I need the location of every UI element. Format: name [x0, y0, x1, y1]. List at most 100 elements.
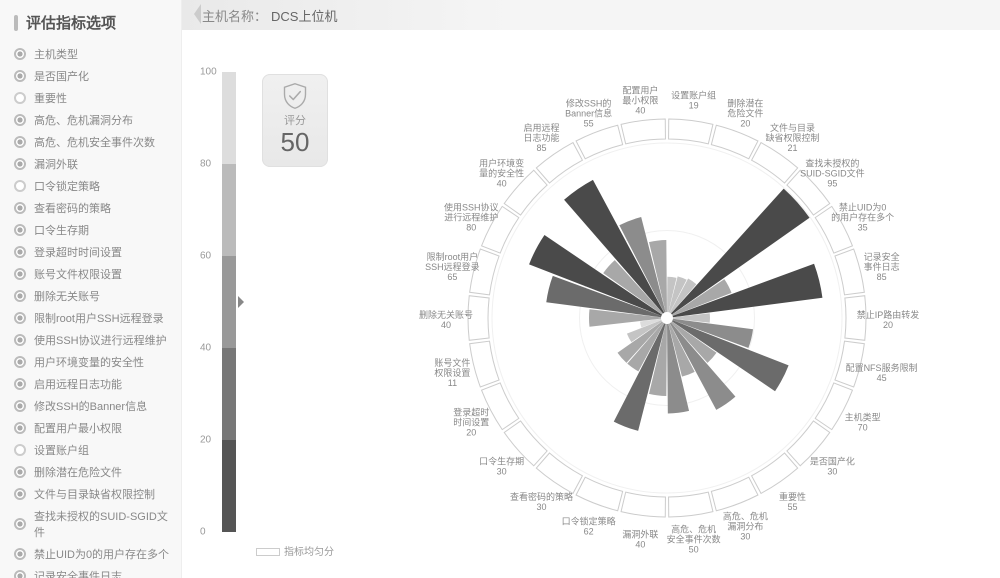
sidebar-item[interactable]: 查找未授权的SUID-SGID文件: [14, 505, 171, 543]
outer-tick: [536, 453, 582, 493]
sidebar-item-label: 是否国产化: [34, 68, 89, 84]
sidebar-title: 评估指标选项: [14, 12, 171, 33]
sidebar-item[interactable]: 口令锁定策略: [14, 175, 171, 197]
legend-label: 指标均匀分: [284, 547, 334, 558]
scale-tick-label: 20: [200, 435, 211, 446]
sidebar-item[interactable]: 登录超时时间设置: [14, 241, 171, 263]
sidebar-item[interactable]: 使用SSH协议进行远程维护: [14, 329, 171, 351]
sidebar-item[interactable]: 重要性: [14, 87, 171, 109]
main-panel: 主机名称： DCS上位机 020406080100 评分 50 指标均匀分: [182, 0, 1000, 578]
petal-label: 安全事件次数: [667, 533, 721, 544]
petal-label: 重要性: [779, 491, 806, 502]
petal-value: 19: [689, 101, 699, 111]
sidebar-item-label: 重要性: [34, 90, 67, 106]
radio-icon: [14, 180, 26, 192]
sidebar-item-label: 口令生存期: [34, 222, 89, 238]
petal-label: 危险文件: [727, 107, 763, 118]
radio-icon: [14, 48, 26, 60]
petal-value: 40: [441, 320, 451, 330]
radio-icon: [14, 92, 26, 104]
petal-label: 登录超时: [453, 407, 489, 418]
sidebar: 评估指标选项 主机类型是否国产化重要性高危、危机漏洞分布高危、危机安全事件次数漏…: [0, 0, 182, 578]
sidebar-item-label: 登录超时时间设置: [34, 244, 122, 260]
scale-tick-label: 0: [200, 527, 206, 538]
sidebar-item[interactable]: 删除潜在危险文件: [14, 461, 171, 483]
grade-scale-ticks: 020406080100: [200, 72, 220, 532]
sidebar-item-label: 文件与目录缺省权限控制: [34, 486, 155, 502]
radio-icon: [14, 444, 26, 456]
petal-label: 限制root用户: [427, 251, 479, 262]
sidebar-item[interactable]: 口令生存期: [14, 219, 171, 241]
sidebar-item-label: 漏洞外联: [34, 156, 78, 172]
petal-label: 删除无关账号: [419, 309, 473, 320]
scale-segment: [222, 256, 236, 348]
sidebar-item-label: 账号文件权限设置: [34, 266, 122, 282]
sidebar-item-label: 限制root用户SSH远程登录: [34, 310, 164, 326]
sidebar-item[interactable]: 记录安全事件日志: [14, 565, 171, 578]
scale-segment: [222, 72, 236, 164]
sidebar-item[interactable]: 限制root用户SSH远程登录: [14, 307, 171, 329]
petal-value: 40: [497, 178, 507, 188]
petal-label: SUID-SGID文件: [800, 167, 865, 178]
sidebar-item[interactable]: 主机类型: [14, 43, 171, 65]
petal-value: 30: [497, 467, 507, 477]
radio-icon: [14, 268, 26, 280]
sidebar-item[interactable]: 文件与目录缺省权限控制: [14, 483, 171, 505]
sidebar-item[interactable]: 用户环境变量的安全性: [14, 351, 171, 373]
radio-icon: [14, 70, 26, 82]
sidebar-title-text: 评估指标选项: [26, 12, 116, 33]
radio-icon: [14, 136, 26, 148]
outer-tick: [576, 477, 623, 511]
radio-icon: [14, 334, 26, 346]
sidebar-item[interactable]: 是否国产化: [14, 65, 171, 87]
header-value: DCS上位机: [271, 6, 337, 25]
rose-chart: 设置账户组19删除潜在危险文件20文件与目录缺省权限控制21查找未授权的SUID…: [382, 38, 952, 578]
radio-icon: [14, 378, 26, 390]
petal-value: 11: [448, 378, 457, 388]
sidebar-item-label: 口令锁定策略: [34, 178, 100, 194]
sidebar-item[interactable]: 高危、危机漏洞分布: [14, 109, 171, 131]
scale-tick-label: 100: [200, 67, 217, 78]
petal-value: 50: [689, 544, 699, 554]
header-bar: 主机名称： DCS上位机: [182, 0, 1000, 30]
radio-icon: [14, 312, 26, 324]
outer-tick: [711, 477, 758, 511]
petal-label: 禁止IP路由转发: [857, 309, 920, 320]
radio-icon: [14, 290, 26, 302]
petal-value: 40: [635, 106, 645, 116]
petal-label: 权限设置: [434, 367, 470, 378]
scale-segment: [222, 440, 236, 532]
sidebar-item-label: 查看密码的策略: [34, 200, 111, 216]
radio-icon: [14, 518, 26, 530]
petal-label: 进行远程维护: [444, 211, 498, 222]
petal-value: 20: [466, 428, 476, 438]
sidebar-item[interactable]: 修改SSH的Banner信息: [14, 395, 171, 417]
outer-tick: [711, 125, 758, 159]
radio-icon: [14, 356, 26, 368]
petal-label: 高危、危机: [723, 511, 768, 522]
petal-label: 缺省权限控制: [766, 132, 820, 143]
petal-label: 文件与目录: [770, 122, 815, 133]
score-label: 评分: [262, 112, 328, 128]
sidebar-item[interactable]: 高危、危机安全事件次数: [14, 131, 171, 153]
petal-label: 禁止UID为0: [839, 201, 887, 212]
sidebar-item[interactable]: 账号文件权限设置: [14, 263, 171, 285]
sidebar-item[interactable]: 查看密码的策略: [14, 197, 171, 219]
sidebar-item[interactable]: 配置用户最小权限: [14, 417, 171, 439]
sidebar-item[interactable]: 漏洞外联: [14, 153, 171, 175]
sidebar-item[interactable]: 禁止UID为0的用户存在多个: [14, 543, 171, 565]
petal-label: 用户环境变: [479, 157, 524, 168]
radio-icon: [14, 400, 26, 412]
outer-tick: [621, 119, 665, 144]
petal-value: 85: [536, 143, 546, 153]
sidebar-item[interactable]: 启用远程日志功能: [14, 373, 171, 395]
petal-label: 日志功能: [523, 132, 559, 143]
petal-label: 设置账户组: [671, 90, 716, 101]
petal-label: 使用SSH协议: [444, 201, 499, 212]
petal-label: 口令锁定策略: [562, 516, 616, 527]
sidebar-item-label: 设置账户组: [34, 442, 89, 458]
radio-icon: [14, 548, 26, 560]
sidebar-item[interactable]: 删除无关账号: [14, 285, 171, 307]
sidebar-item[interactable]: 设置账户组: [14, 439, 171, 461]
petal-label: 最小权限: [622, 95, 658, 106]
